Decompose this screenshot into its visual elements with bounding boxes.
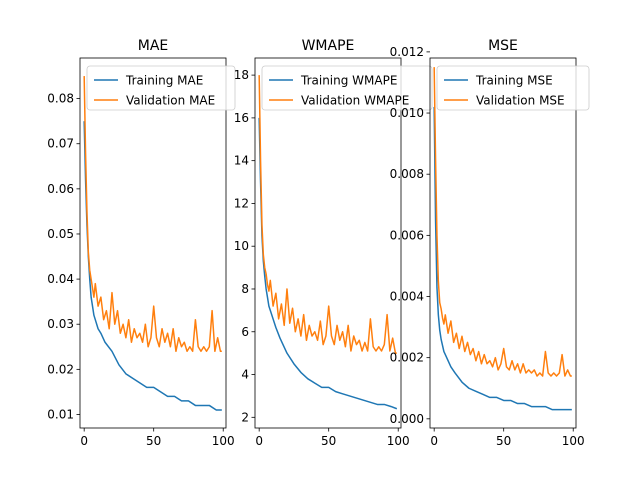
y-tick-label: 10 xyxy=(234,239,249,253)
axes-frame xyxy=(79,57,227,429)
chart-title: WMAPE xyxy=(302,38,355,54)
x-tick-label: 0 xyxy=(80,434,88,448)
axes-frame xyxy=(254,57,402,429)
y-tick-label: 0.006 xyxy=(390,228,424,242)
series-line-validation xyxy=(83,76,222,353)
x-tick-label: 0 xyxy=(430,434,438,448)
series-line-validation xyxy=(258,75,397,354)
y-tick-label: 16 xyxy=(234,111,249,125)
y-tick-label: 8 xyxy=(241,282,249,296)
series-line-training xyxy=(433,106,572,411)
chart-title: MAE xyxy=(138,38,169,54)
legend-entry: Training MSE xyxy=(475,74,553,88)
y-tick-label: 0.03 xyxy=(47,317,74,331)
y-tick-label: 0.010 xyxy=(390,106,424,120)
legend: Training MAE Validation MAE xyxy=(86,65,236,111)
y-tick-label: 0.02 xyxy=(47,362,74,376)
y-tick-label: 0.008 xyxy=(390,167,424,181)
legend-entry: Validation WMAPE xyxy=(301,94,409,108)
subplot-mae: 0 50 100 0.01 0.02 0.03 0.04 0.05 0.06 0.07 0.08 MA… xyxy=(47,38,236,448)
y-tick-label: 0.05 xyxy=(47,227,74,241)
y-tick-label: 0.01 xyxy=(47,407,74,421)
y-tick-label: 0.002 xyxy=(390,351,424,365)
x-tick-label: 100 xyxy=(562,434,585,448)
y-tick-label: 0.07 xyxy=(47,137,74,151)
y-tick-label: 12 xyxy=(234,196,249,210)
legend-entry: Validation MAE xyxy=(126,94,215,108)
y-tick-label: 6 xyxy=(241,325,249,339)
y-tick-label: 0.06 xyxy=(47,182,74,196)
legend: Training MSE Validation MSE xyxy=(436,65,590,111)
legend-box xyxy=(261,65,433,111)
subplot-mse: 0 50 100 0.000 0.002 0.004 0.006 0.008 0.010 0.01… xyxy=(390,38,590,448)
x-tick-label: 0 xyxy=(255,434,263,448)
series-line-validation xyxy=(433,67,572,377)
x-tick-label: 100 xyxy=(212,434,235,448)
legend: Training WMAPE Validation WMAPE xyxy=(261,65,433,111)
y-tick-label: 0.04 xyxy=(47,272,74,286)
y-tick-label: 4 xyxy=(241,368,249,382)
y-tick-label: 0.08 xyxy=(47,92,74,106)
y-tick-label: 14 xyxy=(234,154,249,168)
legend-entry: Training WMAPE xyxy=(300,74,397,88)
subplot-wmape: 0 50 100 2 4 6 8 10 12 14 16 18 WMAPE Training WMAPE V… xyxy=(234,38,433,448)
legend-box xyxy=(436,65,590,111)
legend-box xyxy=(86,65,236,111)
y-tick-label: 18 xyxy=(234,68,249,82)
series-line-training xyxy=(258,117,398,410)
axes-frame xyxy=(429,57,577,429)
chart-title: MSE xyxy=(488,38,518,54)
legend-entry: Training MAE xyxy=(125,74,203,88)
x-tick-label: 50 xyxy=(146,434,161,448)
legend-entry: Validation MSE xyxy=(476,94,565,108)
y-tick-label: 2 xyxy=(241,410,249,424)
y-tick-label: 0.000 xyxy=(390,412,424,426)
y-tick-label: 0.004 xyxy=(390,290,424,304)
y-tick-label: 0.012 xyxy=(390,45,424,59)
x-tick-label: 50 xyxy=(496,434,511,448)
x-tick-label: 50 xyxy=(321,434,336,448)
x-tick-label: 100 xyxy=(387,434,410,448)
series-line-training xyxy=(83,121,222,411)
